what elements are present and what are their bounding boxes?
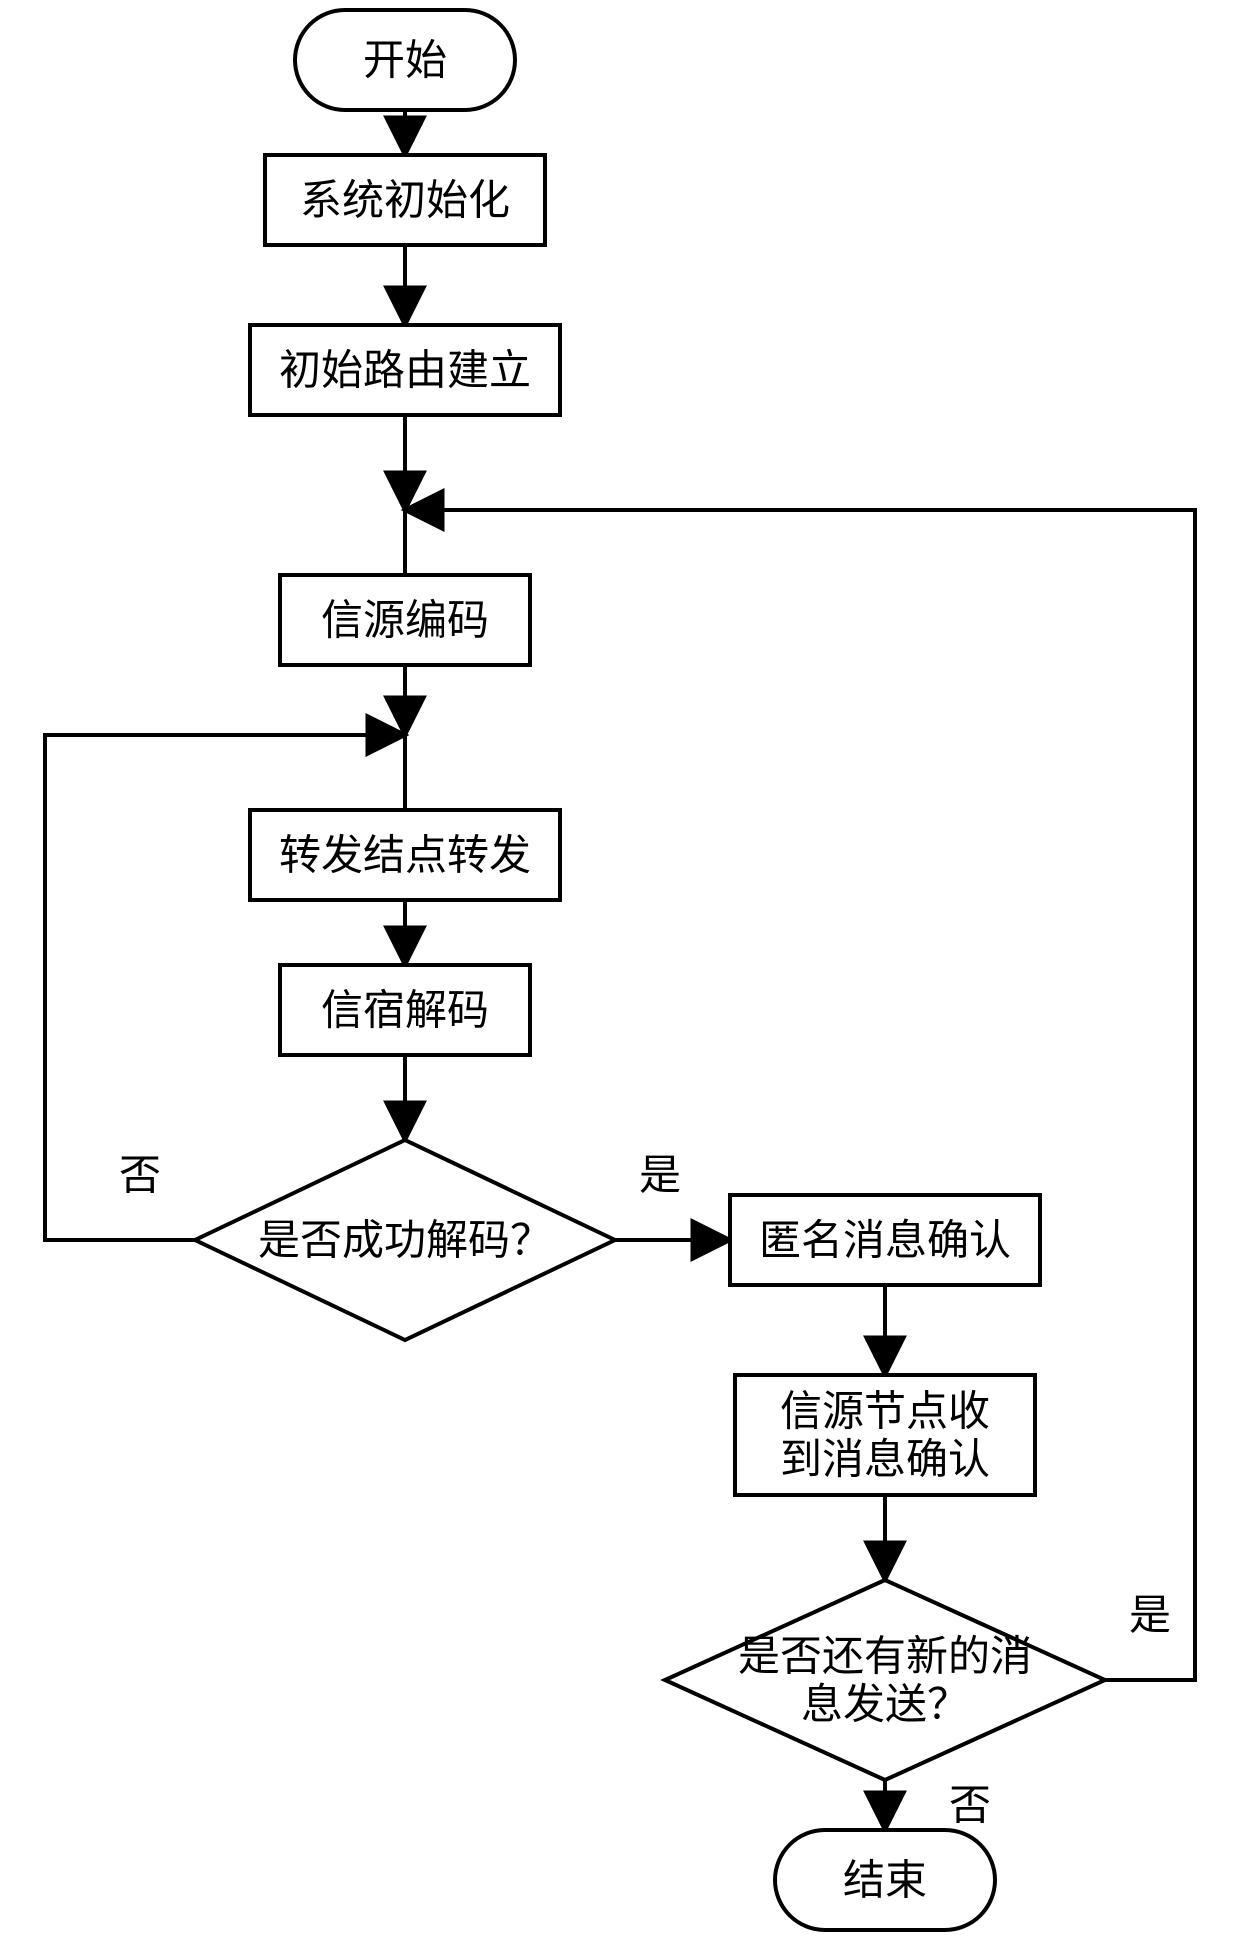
node-recv-label: 信源节点收 (780, 1387, 990, 1434)
node-decode: 信宿解码 (280, 965, 530, 1055)
node-dec1: 是否成功解码？ (195, 1140, 615, 1340)
node-route-label: 初始路由建立 (279, 347, 531, 394)
node-start: 开始 (295, 10, 515, 110)
edges-layer: 是否是否 (45, 110, 1195, 1830)
node-encode-label: 信源编码 (321, 597, 489, 644)
edge-label-dec2-yes-loop: 是 (1129, 1592, 1171, 1639)
node-recv: 信源节点收到消息确认 (735, 1375, 1035, 1495)
node-forward: 转发结点转发 (250, 810, 560, 900)
node-recv-label: 到消息确认 (780, 1436, 990, 1483)
node-end-label: 结束 (843, 1857, 927, 1904)
node-dec2-label: 是否还有新的消 (738, 1632, 1032, 1679)
node-end: 结束 (775, 1830, 995, 1930)
edge-dec2-yes-loop (405, 510, 1195, 1680)
node-init: 系统初始化 (265, 155, 545, 245)
edge-label-dec2-no-end: 否 (949, 1782, 991, 1829)
node-encode: 信源编码 (280, 575, 530, 665)
node-dec1-label: 是否成功解码？ (258, 1217, 552, 1264)
node-decode-label: 信宿解码 (321, 987, 489, 1034)
node-dec2: 是否还有新的消息发送？ (665, 1580, 1105, 1780)
node-forward-label: 转发结点转发 (279, 832, 531, 879)
node-dec2-label: 息发送？ (801, 1681, 969, 1728)
edge-label-dec1-yes-anon: 是 (639, 1152, 681, 1199)
node-anon-label: 匿名消息确认 (759, 1217, 1011, 1264)
edge-label-dec1-no-loop: 否 (119, 1152, 161, 1199)
node-anon: 匿名消息确认 (730, 1195, 1040, 1285)
node-init-label: 系统初始化 (300, 177, 510, 224)
node-start-label: 开始 (363, 37, 447, 84)
nodes-layer: 开始系统初始化初始路由建立信源编码转发结点转发信宿解码是否成功解码？ 匿名消息确认… (195, 10, 1105, 1930)
node-route: 初始路由建立 (250, 325, 560, 415)
